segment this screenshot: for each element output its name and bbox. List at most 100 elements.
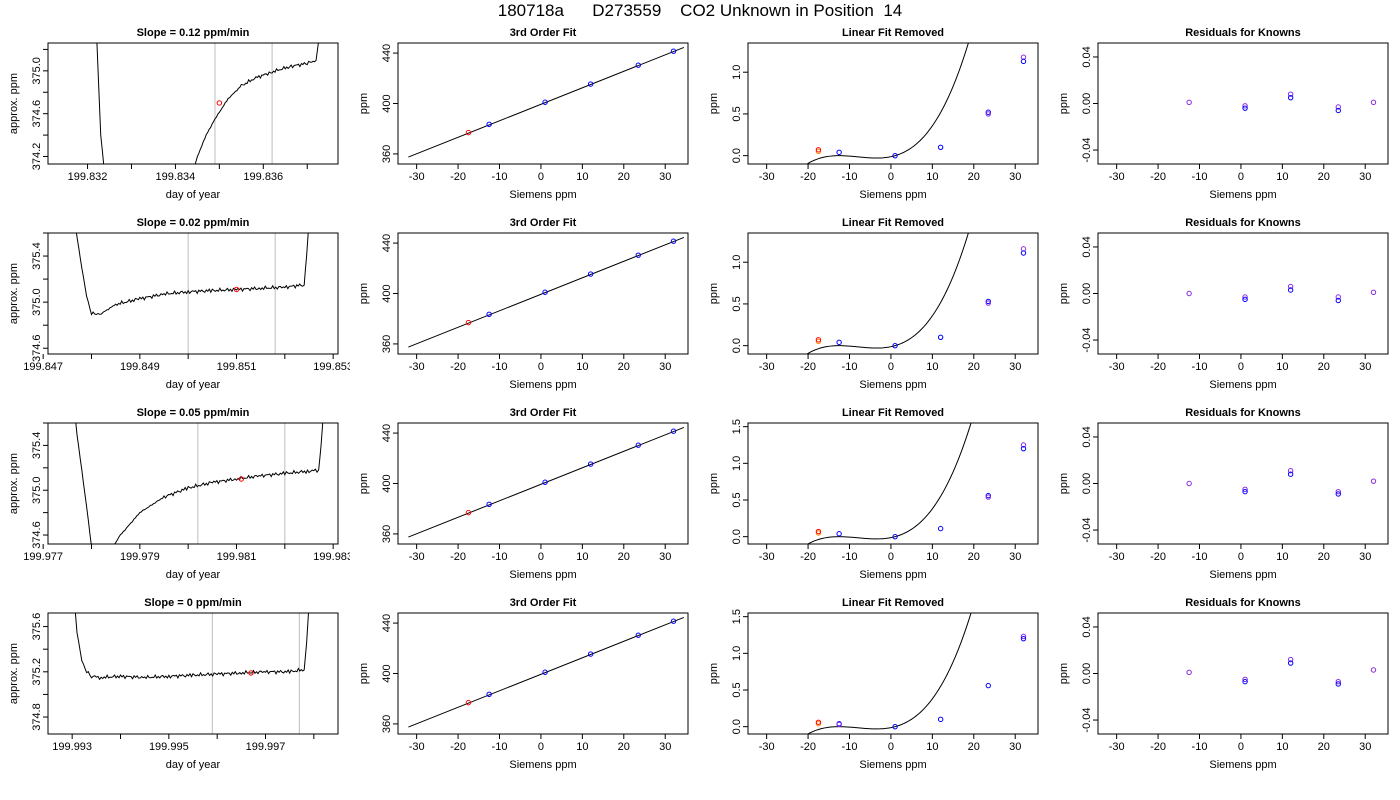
x-axis-label: Siemens ppm	[1209, 759, 1276, 771]
x-tick-label: -20	[1150, 741, 1166, 753]
chart-panel: Residuals for Knowns -30 -20 -10 0 10 20 30 -0.0…	[1050, 401, 1400, 591]
y-tick-label: 0.04	[1081, 426, 1093, 447]
y-axis-label: approx. ppm	[8, 453, 20, 514]
chart-title: Slope = 0 ppm/min	[144, 597, 242, 609]
data-point	[985, 111, 991, 117]
x-tick-label: -30	[1109, 361, 1125, 373]
data-point	[542, 479, 548, 485]
y-axis-label: ppm	[358, 283, 370, 304]
data-point	[670, 428, 677, 434]
x-tick-label: 199.836	[243, 171, 283, 183]
x-tick-label: 0	[1238, 361, 1244, 373]
chart-svg: Residuals for Knowns -30 -20 -10 0 10 20 30 -0.0…	[1058, 217, 1389, 391]
plot-area	[806, 233, 1027, 354]
x-tick-label: -20	[1150, 551, 1166, 563]
series-line	[75, 233, 309, 316]
x-tick-label: 10	[926, 171, 938, 183]
plot-frame	[47, 612, 339, 735]
data-point	[670, 618, 677, 624]
data-point	[542, 99, 548, 105]
data-point	[465, 129, 472, 136]
data-point	[1242, 676, 1248, 683]
x-axis-label: Siemens ppm	[1209, 379, 1276, 391]
y-axis-label: ppm	[708, 663, 720, 684]
x-tick-label: -20	[800, 741, 816, 753]
y-tick-label: 375.0	[31, 476, 43, 504]
chart-panel: Slope = 0 ppm/min 199.993 199.995 199.997 37…	[0, 591, 350, 781]
chart-panel: Linear Fit Removed -30 -20 -10 0 10 20 30 0.0 0.5…	[700, 401, 1050, 591]
data-point	[1335, 488, 1341, 495]
y-tick-label: 1.0	[731, 456, 743, 471]
x-tick-label: -20	[800, 171, 816, 183]
data-point	[465, 319, 472, 326]
data-point	[836, 531, 842, 537]
x-tick-label: -30	[409, 171, 425, 183]
x-tick-label: 20	[1318, 171, 1330, 183]
series-line	[74, 613, 309, 681]
x-tick-label: 30	[659, 361, 671, 373]
x-tick-label: -30	[759, 361, 775, 373]
chart-panel: 3rd Order Fit -30 -20 -10 0 10 20 30 360 400 440 Si…	[350, 211, 700, 401]
y-tick-label: 0.00	[1081, 283, 1093, 304]
y-tick-label: 360	[381, 145, 393, 163]
data-point	[635, 442, 641, 448]
plot-frame	[747, 612, 1039, 735]
y-axis-label: ppm	[708, 473, 720, 494]
fit-line	[408, 426, 685, 538]
data-point	[1186, 669, 1192, 676]
x-tick-label: -20	[1150, 171, 1166, 183]
y-tick-label: 375.6	[31, 613, 43, 641]
y-axis-label: ppm	[708, 283, 720, 304]
data-point	[1242, 103, 1248, 109]
x-tick-label: -10	[842, 171, 858, 183]
x-tick-label: 199.851	[217, 361, 257, 373]
data-point	[815, 337, 822, 343]
x-tick-label: -20	[450, 551, 466, 563]
data-point	[937, 525, 944, 532]
y-tick-label: 400	[381, 664, 393, 682]
y-tick-label: 375.0	[31, 57, 43, 85]
x-tick-label: 10	[576, 741, 588, 753]
data-point	[892, 723, 898, 730]
x-tick-label: 199.977	[23, 551, 63, 563]
chart-svg: 3rd Order Fit -30 -20 -10 0 10 20 30 360 400 440 Si…	[358, 597, 689, 771]
x-tick-label: 20	[618, 361, 630, 373]
data-point	[937, 334, 944, 341]
chart-panel: Linear Fit Removed -30 -20 -10 0 10 20 30 0.0 0.5…	[700, 591, 1050, 781]
x-tick-label: -30	[759, 171, 775, 183]
y-axis-label: ppm	[358, 663, 370, 684]
chart-title: 3rd Order Fit	[510, 597, 577, 609]
chart-title: 3rd Order Fit	[510, 217, 577, 229]
data-point	[1287, 471, 1294, 477]
data-point	[1287, 660, 1294, 666]
plot-frame	[47, 422, 339, 545]
x-tick-label: 199.997	[246, 741, 286, 753]
data-point	[1186, 480, 1192, 487]
x-tick-label: 199.993	[52, 741, 92, 753]
data-point	[1242, 486, 1248, 493]
y-tick-label: -0.04	[1081, 327, 1093, 352]
data-point	[1020, 445, 1027, 452]
y-tick-label: 0.04	[1081, 616, 1093, 637]
x-tick-label: 10	[1276, 741, 1288, 753]
x-axis-label: day of year	[166, 189, 221, 201]
data-point	[815, 719, 822, 725]
data-point	[892, 152, 898, 159]
x-tick-label: 10	[576, 551, 588, 563]
plot-area	[806, 43, 1027, 164]
y-tick-label: 0.04	[1081, 236, 1093, 257]
chart-svg: Linear Fit Removed -30 -20 -10 0 10 20 30 0.0 0.5…	[708, 407, 1039, 581]
x-tick-label: 30	[1359, 361, 1371, 373]
fit-line	[408, 616, 685, 728]
y-axis-label: ppm	[358, 93, 370, 114]
x-tick-label: 199.853	[313, 361, 350, 373]
plot-area	[1186, 656, 1377, 687]
chart-title: Residuals for Knowns	[1185, 597, 1301, 609]
x-tick-label: 10	[1276, 551, 1288, 563]
chart-panel: Slope = 0.02 ppm/min 199.847 199.849 199.85…	[0, 211, 350, 401]
y-tick-label: 400	[381, 94, 393, 112]
x-axis-label: Siemens ppm	[509, 189, 576, 201]
data-point	[1335, 681, 1341, 687]
data-point	[587, 271, 594, 277]
chart-title: Slope = 0.12 ppm/min	[137, 27, 250, 39]
